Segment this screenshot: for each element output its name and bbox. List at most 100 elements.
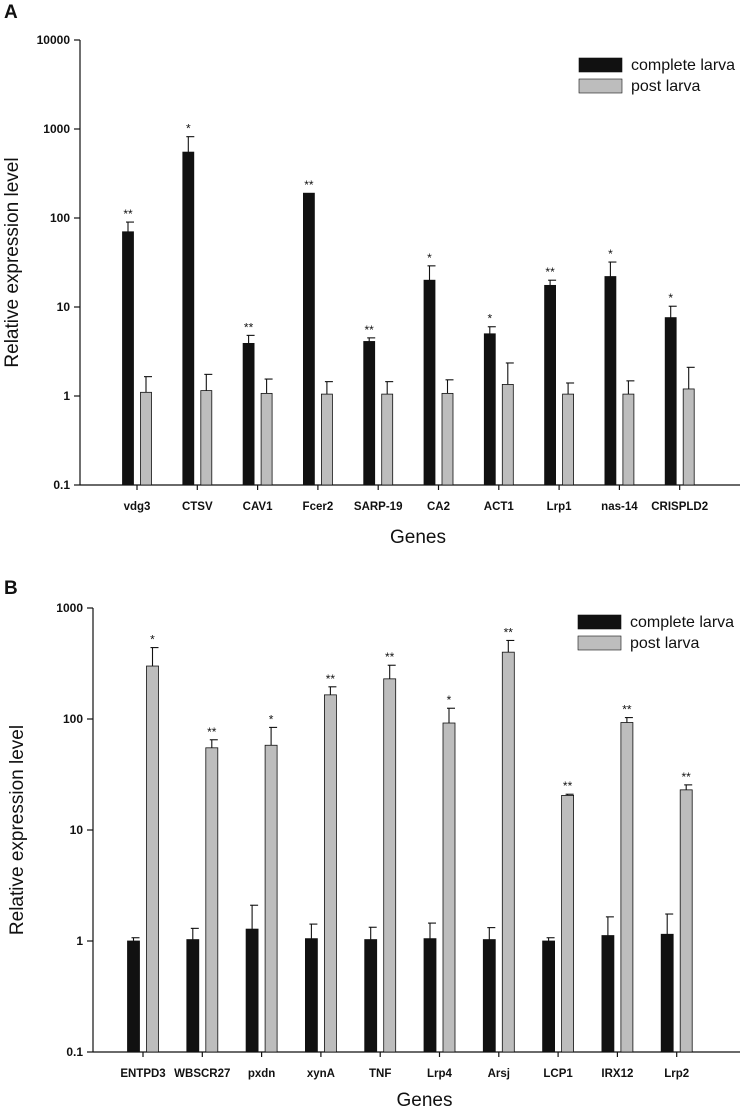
significance-mark: ** — [563, 779, 573, 793]
x-tick-label: nas-14 — [601, 501, 638, 513]
bar-complete-larva — [127, 940, 140, 1053]
significance-mark: ** — [682, 770, 692, 784]
bar-complete-larva — [122, 231, 134, 486]
significance-mark: * — [608, 247, 613, 261]
significance-mark: ** — [622, 703, 632, 717]
y-axis-title: Relative expression level — [2, 157, 23, 367]
y-tick-label: 10 — [70, 823, 84, 837]
bar-complete-larva — [302, 192, 315, 486]
y-axis-title: Relative expression level — [7, 725, 28, 935]
y-tick-label: 0.1 — [66, 1045, 83, 1059]
legend-label: post larva — [631, 78, 700, 95]
bar-post-larva — [320, 393, 333, 486]
legend-swatch — [577, 635, 622, 651]
x-tick-label: CAV1 — [243, 501, 273, 513]
y-tick-label: 100 — [50, 211, 70, 225]
significance-mark: * — [427, 251, 432, 265]
x-tick-label: WBSCR27 — [174, 1068, 230, 1080]
significance-mark: ** — [365, 323, 375, 337]
x-tick-label: CRISPLD2 — [651, 501, 708, 513]
legend-swatch — [577, 614, 622, 630]
bar-complete-larva — [182, 151, 195, 486]
bar-post-larva — [381, 393, 394, 486]
bar-post-larva — [323, 694, 337, 1053]
panel-label: B — [4, 578, 18, 599]
x-axis-title: Genes — [397, 1090, 453, 1111]
bar-complete-larva — [483, 333, 496, 486]
y-tick-label: 1 — [63, 389, 70, 403]
y-tick-label: 10000 — [37, 33, 71, 47]
x-tick-label: SARP-19 — [354, 501, 403, 513]
bar-post-larva — [200, 390, 213, 486]
x-tick-label: Lrp1 — [547, 501, 573, 513]
y-tick-label: 1 — [76, 934, 83, 948]
bar-complete-larva — [423, 938, 437, 1053]
bar-post-larva — [260, 392, 273, 486]
significance-mark: * — [269, 712, 274, 726]
significance-mark: * — [150, 633, 155, 647]
bar-complete-larva — [423, 279, 436, 486]
significance-mark: * — [447, 693, 452, 707]
y-tick-label: 1000 — [56, 601, 83, 615]
bar-post-larva — [442, 722, 456, 1053]
bar-complete-larva — [363, 341, 376, 486]
x-tick-label: pxdn — [248, 1068, 275, 1080]
bar-complete-larva — [664, 317, 677, 486]
x-tick-label: Fcer2 — [303, 501, 334, 513]
x-tick-label: ENTPD3 — [120, 1068, 165, 1080]
bar-post-larva — [620, 722, 634, 1053]
bar-post-larva — [140, 391, 152, 486]
y-tick-label: 0.1 — [53, 478, 70, 492]
bar-post-larva — [679, 789, 693, 1053]
x-tick-label: LCP1 — [543, 1068, 573, 1080]
x-tick-label: CTSV — [182, 501, 213, 513]
bar-complete-larva — [186, 939, 200, 1053]
x-tick-label: vdg3 — [124, 501, 151, 513]
bar-post-larva — [501, 384, 514, 486]
bar-complete-larva — [601, 935, 615, 1053]
bar-complete-larva — [482, 939, 496, 1053]
bar-post-larva — [622, 393, 635, 486]
legend-label: post larva — [630, 635, 699, 652]
bar-post-larva — [561, 794, 574, 1053]
legend-label: complete larva — [630, 614, 734, 631]
bar-complete-larva — [242, 342, 255, 486]
significance-mark: * — [186, 122, 191, 136]
y-tick-label: 1000 — [43, 122, 70, 136]
y-tick-label: 100 — [63, 712, 83, 726]
significance-mark: ** — [504, 625, 514, 639]
chart-panel-B: B 0.1 1 10 100 1000 Relative expression level G… — [4, 578, 740, 1111]
bar-complete-larva — [304, 938, 318, 1053]
x-tick-label: xynA — [307, 1068, 335, 1080]
bar-complete-larva — [604, 276, 617, 486]
bar-post-larva — [146, 665, 159, 1053]
bar-post-larva — [383, 678, 397, 1053]
significance-mark: * — [487, 312, 492, 326]
x-tick-label: IRX12 — [601, 1068, 633, 1080]
bar-complete-larva — [544, 284, 556, 486]
significance-mark: * — [668, 291, 673, 305]
panel-label: A — [4, 2, 18, 23]
bar-complete-larva — [660, 933, 674, 1053]
significance-mark: ** — [304, 178, 314, 192]
x-axis-title: Genes — [390, 527, 446, 548]
significance-mark: ** — [207, 725, 217, 739]
bar-post-larva — [205, 747, 219, 1053]
bar-post-larva — [501, 651, 515, 1053]
x-tick-label: ACT1 — [484, 501, 515, 513]
significance-mark: ** — [123, 207, 133, 221]
bar-post-larva — [562, 393, 574, 486]
bar-complete-larva — [245, 928, 259, 1053]
x-tick-label: TNF — [369, 1068, 391, 1080]
legend-label: complete larva — [631, 57, 735, 74]
bar-post-larva — [441, 392, 454, 486]
significance-mark: ** — [385, 650, 395, 664]
y-tick-label: 10 — [57, 300, 71, 314]
x-tick-label: Lrp2 — [664, 1068, 689, 1080]
x-tick-label: Lrp4 — [427, 1068, 453, 1080]
significance-mark: ** — [545, 265, 555, 279]
significance-mark: ** — [326, 672, 336, 686]
bar-complete-larva — [364, 939, 378, 1053]
chart-panel-A: A 0.1 1 10 100 1000 10000 Relative expression l… — [2, 2, 740, 548]
